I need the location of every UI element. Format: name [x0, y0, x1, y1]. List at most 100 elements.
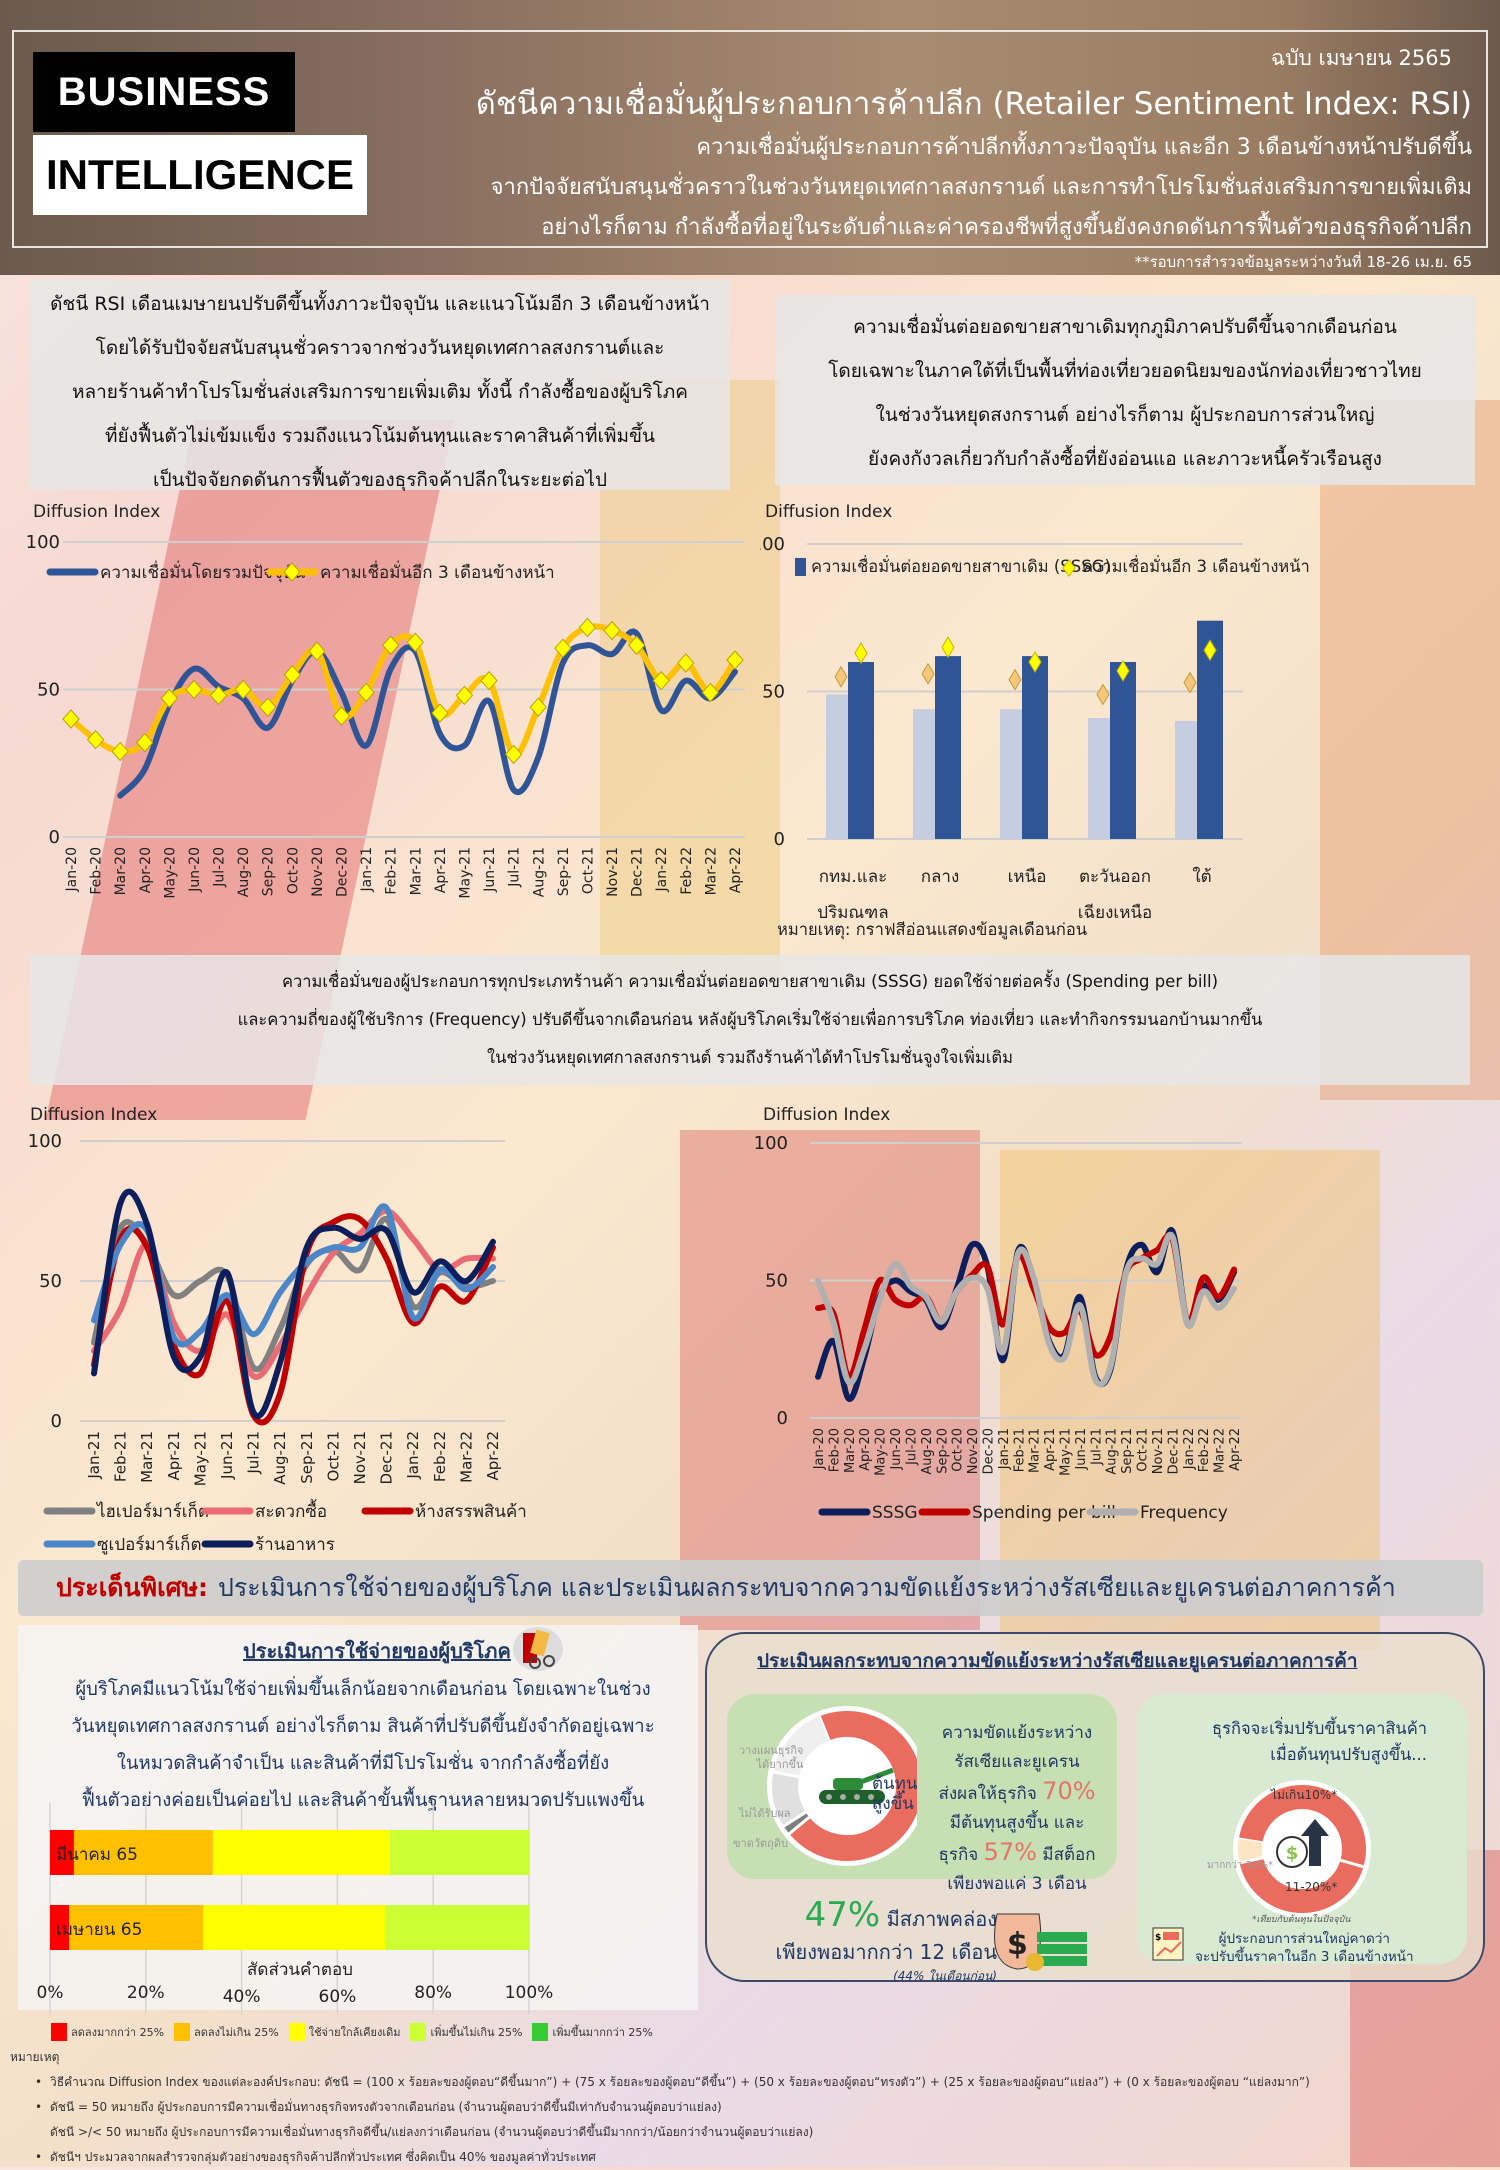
header-banner: BUSINESS INTELLIGENCE ฉบับ เมษายน 2565 ด…: [0, 0, 1500, 275]
special-title: ประเมินการใช้จ่ายของผู้บริโภค และประเมิน…: [217, 1573, 1396, 1602]
text-line: วางแผนธุรกิจ: [739, 1744, 804, 1757]
text-line: ที่ยังฟื้นตัวไม่เข้มแข็ง รวมถึงแนวโน้มต้…: [104, 425, 656, 447]
text-line: ส่งผลให้ธุรกิจ 70%: [922, 1777, 1112, 1809]
svg-text:ใต้: ใต้: [1192, 866, 1211, 887]
money-bag-icon: $: [977, 1894, 1097, 1978]
svg-text:Sep-20: Sep-20: [935, 1428, 950, 1474]
sssg-line-chart: Diffusion Index 0 50 100 Jan-20 Feb-20 Mar-20 A…: [740, 1090, 1500, 1530]
svg-text:ความเชื่อมั่นโดยรวมปัจจุบัน: ความเชื่อมั่นโดยรวมปัจจุบัน: [100, 560, 306, 583]
regional-summary-panel: ความเชื่อมั่นต่อยอดขายสาขาเดิมทุกภูมิภาค…: [775, 295, 1475, 485]
svg-text:40%: 40%: [223, 1987, 261, 2007]
svg-text:$: $: [1007, 1927, 1028, 1962]
svg-text:Mar-21: Mar-21: [408, 847, 424, 895]
text-line: และความถี่ของผู้ใช้บริการ (Frequency) ปร…: [237, 1010, 1263, 1029]
svg-text:Apr-22: Apr-22: [728, 847, 744, 893]
svg-text:0: 0: [774, 829, 785, 850]
survey-note: **รอบการสำรวจข้อมูลระหว่างวันที่ 18-26 เ…: [1134, 253, 1472, 271]
svg-text:Apr-22: Apr-22: [484, 1431, 502, 1481]
svg-text:Oct-20: Oct-20: [951, 1428, 966, 1472]
svg-text:ห้างสรรพสินค้า: ห้างสรรพสินค้า: [415, 1502, 527, 1522]
svg-text:100: 100: [760, 534, 785, 555]
donut-label-planning: วางแผนธุรกิจ ได้ยากขึ้น: [739, 1744, 804, 1772]
svg-text:Spending per bill: Spending per bill: [972, 1503, 1116, 1523]
page-title: ดัชนีความเชื่อมั่นผู้ประกอบการค้าปลีก (R…: [475, 86, 1472, 122]
svg-text:Aug-21: Aug-21: [1105, 1428, 1120, 1475]
svg-text:Mar-20: Mar-20: [113, 847, 129, 895]
legend-label: เพิ่มขึ้นไม่เกิน 25%: [430, 2026, 523, 2039]
legend-swatch: [174, 2023, 191, 2041]
text-line: เพียงพอแค่ 3 เดือน: [947, 1874, 1087, 1894]
text: มีสภาพคล่อง: [886, 1907, 997, 1931]
text-line: ผู้ประกอบการส่วนใหญ่คาดว่า: [1218, 1931, 1390, 1947]
liquidity-stat: 47% มีสภาพคล่อง เพียงพอมากกว่า 12 เดือน …: [737, 1898, 997, 1983]
consumer-spending-section: ประเมินการใช้จ่ายของผู้บริโภค ผู้บริโภคม…: [18, 1625, 698, 2015]
text: ธุรกิจ: [938, 1845, 979, 1865]
text-line: รัสเซียและยูเครน: [954, 1752, 1080, 1772]
svg-text:Dec-20: Dec-20: [335, 847, 351, 897]
svg-text:Jun-20: Jun-20: [889, 1428, 904, 1471]
svg-text:ความเชื่อมั่นต่อยอดขายสาขาเดิม: ความเชื่อมั่นต่อยอดขายสาขาเดิม (SSSG): [811, 555, 1111, 576]
svg-text:Mar-21: Mar-21: [1028, 1428, 1043, 1473]
subtitle-line: อย่างไรก็ตาม กำลังซื้อที่อยู่ในระดับต่ำแ…: [541, 215, 1472, 240]
svg-text:Apr-20: Apr-20: [138, 847, 154, 893]
war-impact-section: ประเมินผลกระทบจากความขัดแย้งระหว่างรัสเซ…: [705, 1632, 1485, 1983]
svg-text:ตะวันออก: ตะวันออก: [1079, 867, 1151, 887]
war-title: ประเมินผลกระทบจากความขัดแย้งระหว่างรัสเซ…: [757, 1650, 1358, 1672]
svg-text:Sep-21: Sep-21: [298, 1431, 316, 1484]
store-summary-text: ความเชื่อมั่นของผู้ประกอบการทุกประเภทร้า…: [30, 963, 1470, 1077]
svg-text:Feb-22: Feb-22: [1197, 1428, 1212, 1472]
regional-chart-svg: Diffusion Index050100กทม.และปริมณฑลกลางเ…: [751, 502, 1310, 940]
svg-text:ความเชื่อมั่นอีก 3 เดือนข้างหน: ความเชื่อมั่นอีก 3 เดือนข้างหน้า: [320, 560, 555, 583]
svg-text:SSSG: SSSG: [872, 1503, 918, 1523]
svg-text:Dec-21: Dec-21: [1166, 1428, 1181, 1474]
text-line: ต้นทุน: [872, 1774, 918, 1794]
svg-text:Jul-21: Jul-21: [245, 1431, 263, 1475]
store-type-line-chart: Diffusion Index 0 50 100 Jan-21 Feb-21 Mar-21 A…: [0, 1090, 740, 1560]
legend-swatch: [288, 2023, 305, 2041]
svg-text:Nov-21: Nov-21: [1151, 1428, 1166, 1474]
liquidity-percent: 47%: [804, 1895, 881, 1935]
svg-text:Apr-21: Apr-21: [433, 847, 449, 893]
svg-text:มีนาคม 65: มีนาคม 65: [56, 1845, 138, 1865]
svg-text:ร้านอาหาร: ร้านอาหาร: [255, 1535, 335, 1555]
svg-text:Aug-20: Aug-20: [236, 847, 252, 897]
svg-text:May-21: May-21: [191, 1431, 209, 1486]
svg-text:Sep-21: Sep-21: [556, 847, 572, 896]
text-line: ได้ยากขึ้น: [756, 1758, 804, 1771]
svg-text:Mar-22: Mar-22: [703, 847, 719, 895]
text: ส่งผลให้ธุรกิจ: [938, 1784, 1037, 1804]
price-label-over20: มากกว่า 20%*: [1207, 1860, 1273, 1871]
svg-text:Feb-21: Feb-21: [112, 1431, 130, 1482]
svg-text:Apr-21: Apr-21: [165, 1431, 183, 1481]
text-line: ในช่วงวันหยุดเทศกาลสงกรานต์ รวมถึงร้านค้…: [487, 1048, 1013, 1067]
svg-text:Sep-21: Sep-21: [1120, 1428, 1135, 1474]
text-line: มีต้นทุนสูงขึ้น และ: [949, 1813, 1085, 1833]
note-item: ดัชนี >/< 50 หมายถึง ผู้ประกอบการมีความเ…: [50, 2125, 814, 2139]
legend-label: เพิ่มขึ้นมากกว่า 25%: [552, 2026, 653, 2039]
svg-text:กลาง: กลาง: [921, 867, 960, 887]
svg-text:ซูเปอร์มาร์เก็ต: ซูเปอร์มาร์เก็ต: [97, 1533, 202, 1555]
svg-text:Oct-21: Oct-21: [324, 1431, 342, 1481]
text-line: ในช่วงวันหยุดสงกรานต์ อย่างไรก็ตาม ผู้ปร…: [875, 404, 1375, 426]
svg-text:Mar-21: Mar-21: [138, 1431, 156, 1483]
svg-text:100: 100: [28, 1131, 62, 1152]
svg-text:ไฮเปอร์มาร์เก็ต: ไฮเปอร์มาร์เก็ต: [95, 1500, 209, 1522]
consumer-title: ประเมินการใช้จ่ายของผู้บริโภค: [243, 1639, 511, 1663]
text-line: เป็นปัจจัยกดดันการฟื้นตัวของธุรกิจค้าปลี…: [152, 469, 608, 491]
price-label-10: ไม่เกิน10%*: [1271, 1788, 1338, 1802]
svg-text:Feb-21: Feb-21: [1012, 1428, 1027, 1472]
svg-text:60%: 60%: [319, 1987, 357, 2007]
svg-text:Diffusion Index: Diffusion Index: [763, 1105, 890, 1125]
svg-text:Jun-21: Jun-21: [482, 847, 498, 893]
svg-text:Jan-21: Jan-21: [85, 1431, 103, 1480]
svg-text:Apr-20: Apr-20: [858, 1428, 873, 1471]
svg-text:สัดส่วนคำตอบ: สัดส่วนคำตอบ: [247, 1960, 353, 1980]
page-subtitle: ความเชื่อมั่นผู้ประกอบการค้าปลีกทั้งภาวะ…: [491, 128, 1472, 248]
consumer-stacked-bar-chart: มีนาคม 65 เมษายน 65 สัดส่วนคำตอบ 0% 20% 40% 60…: [37, 1803, 553, 2015]
svg-text:เหนือ: เหนือ: [1008, 867, 1047, 887]
svg-text:Oct-20: Oct-20: [285, 847, 301, 894]
svg-text:Nov-21: Nov-21: [351, 1431, 369, 1484]
text-line: ความเชื่อมั่นของผู้ประกอบการทุกประเภทร้า…: [281, 972, 1219, 991]
cost-up-percent: 70%: [1042, 1777, 1096, 1805]
svg-text:Jul-20: Jul-20: [904, 1428, 919, 1466]
